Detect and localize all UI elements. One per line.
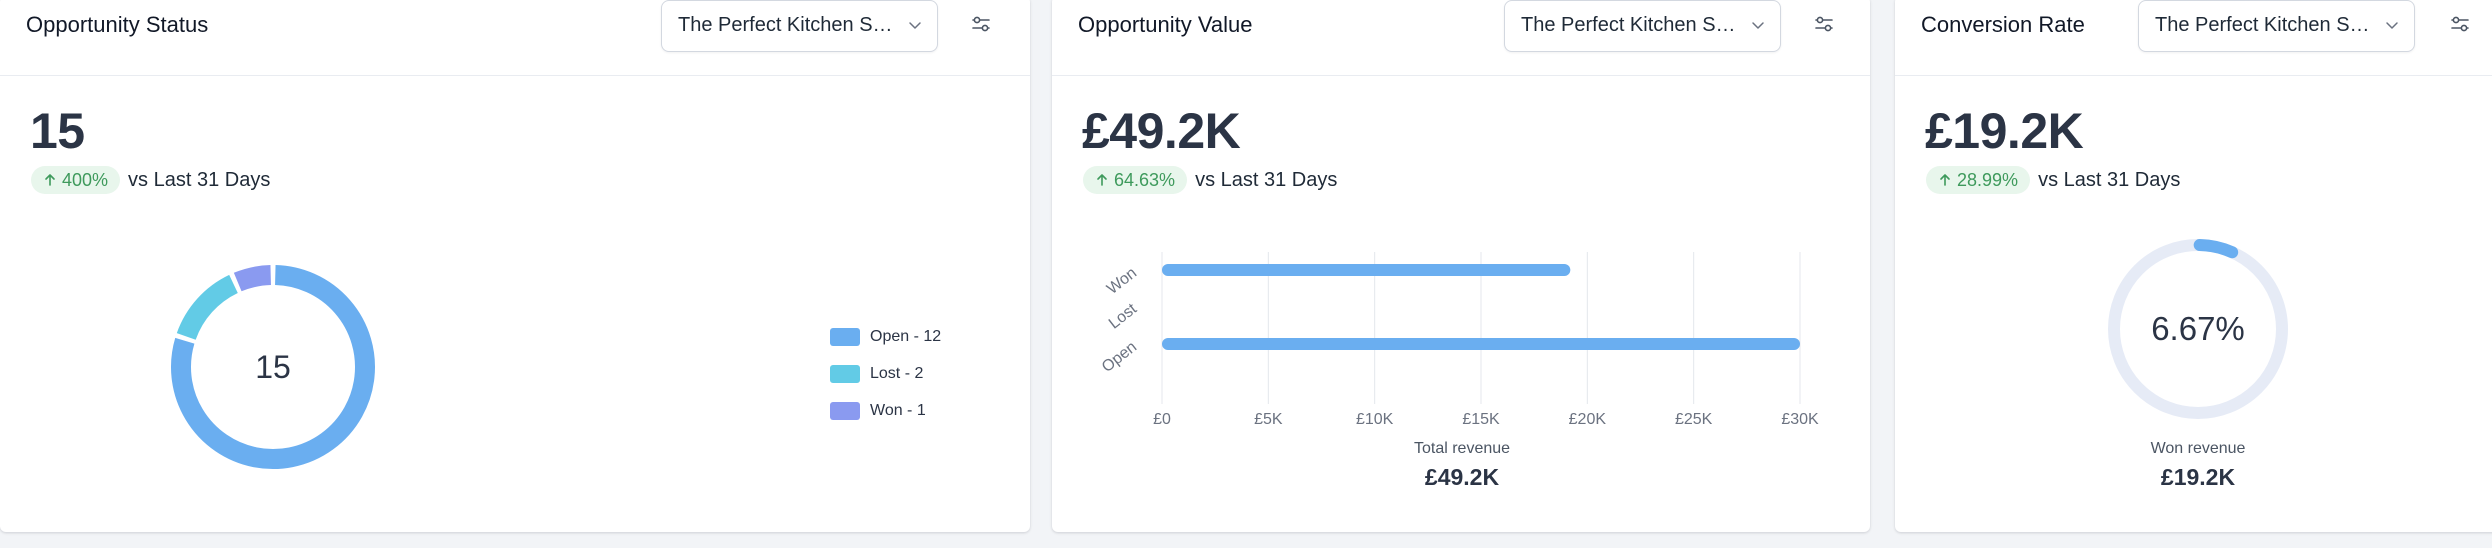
trend-percent: 400% [62, 170, 109, 190]
pipeline-dropdown-value: The Perfect Kitchen Sal... [1521, 14, 1748, 36]
gauge-progress-arc [2193, 239, 2239, 259]
donut-legend: Open - 12 Lost - 2 Won - 1 [830, 318, 941, 429]
card-title: Opportunity Value [1078, 12, 1253, 37]
trend-comparison: vs Last 31 Days [1195, 168, 1338, 191]
card-title: Opportunity Status [26, 12, 209, 37]
chevron-down-icon [2386, 22, 2398, 29]
pipeline-dropdown-value: The Perfect Kitchen Sal... [678, 14, 905, 36]
chevron-down-icon [909, 22, 921, 29]
trend-row: 64.63% vs Last 31 Days [1083, 166, 1337, 194]
y-category-label: Open [1099, 338, 1140, 375]
trend-percent: 64.63% [1114, 170, 1176, 190]
chevron-down-icon [1752, 22, 1764, 29]
gauge-center-value: 6.67% [2151, 310, 2245, 347]
x-tick-label: £5K [1254, 411, 1283, 428]
pipeline-dropdown[interactable]: The Perfect Kitchen Sal... [1504, 0, 1781, 52]
y-category-label: Won [1104, 264, 1140, 297]
summary-label: Total revenue [1413, 440, 1511, 457]
donut-slice-open[interactable] [171, 265, 375, 469]
x-tick-label: £25K [1675, 411, 1713, 428]
trend-badge: 400% [31, 166, 121, 194]
opportunity-value-total: £49.2K [1082, 103, 1241, 159]
trend-percent: 28.99% [1957, 170, 2019, 190]
trend-badge: 64.63% [1083, 166, 1188, 194]
legend-swatch [830, 401, 860, 420]
legend-label: Open - 12 [870, 327, 942, 345]
x-tick-label: £0 [1153, 411, 1171, 428]
legend-item-lost[interactable]: Lost - 2 [830, 355, 941, 392]
pipeline-dropdown-value: The Perfect Kitchen Sal... [2155, 14, 2382, 36]
summary-value: £19.2K [2160, 464, 2236, 490]
conversion-gauge-chart [2108, 239, 2288, 419]
trend-row: 400% vs Last 31 Days [31, 166, 270, 194]
legend-item-won[interactable]: Won - 1 [830, 392, 941, 429]
conversion-rate-card: Conversion Rate The Perfect Kitchen Sal.… [1895, 0, 2492, 532]
x-tick-label: £20K [1569, 411, 1607, 428]
opportunity-value-card: Opportunity Value The Perfect Kitchen Sa… [1052, 0, 1870, 532]
legend-label: Lost - 2 [870, 364, 924, 382]
card-header: Opportunity Status The Perfect Kitchen S… [0, 0, 1030, 76]
opportunity-status-card: Opportunity Status The Perfect Kitchen S… [0, 0, 1030, 532]
summary-label: Won revenue [2150, 440, 2246, 457]
trend-row: 28.99% vs Last 31 Days [1926, 166, 2180, 194]
trend-comparison: vs Last 31 Days [2038, 168, 2181, 191]
legend-label: Won - 1 [870, 401, 926, 419]
donut-slice-won[interactable] [233, 265, 272, 292]
legend-item-open[interactable]: Open - 12 [830, 318, 941, 355]
donut-slice-lost[interactable] [176, 274, 239, 341]
y-category-label: Lost [1106, 300, 1141, 332]
x-tick-label: £30K [1781, 411, 1819, 428]
arrow-up-icon [45, 174, 55, 186]
filter-sliders-icon[interactable] [1812, 12, 1836, 36]
arrow-up-icon [1940, 174, 1950, 186]
won-revenue-summary: Won revenue £19.2K [2048, 440, 2348, 491]
x-tick-label: £15K [1462, 411, 1500, 428]
pipeline-dropdown[interactable]: The Perfect Kitchen Sal... [661, 0, 938, 52]
opportunity-count: 15 [30, 103, 85, 159]
status-donut-chart [171, 265, 375, 469]
filter-sliders-icon[interactable] [2448, 12, 2472, 36]
pipeline-dropdown[interactable]: The Perfect Kitchen Sal... [2138, 0, 2415, 52]
card-header: Conversion Rate The Perfect Kitchen Sal.… [1895, 0, 2492, 76]
x-tick-label: £10K [1356, 411, 1394, 428]
filter-sliders-icon[interactable] [969, 12, 993, 36]
total-revenue-summary: Total revenue £49.2K [1312, 440, 1612, 491]
summary-value: £49.2K [1424, 464, 1500, 490]
trend-badge: 28.99% [1926, 166, 2031, 194]
card-header: Opportunity Value The Perfect Kitchen Sa… [1052, 0, 1870, 76]
legend-swatch [830, 364, 860, 383]
arrow-up-icon [1097, 174, 1107, 186]
won-revenue-value: £19.2K [1925, 103, 2084, 159]
legend-swatch [830, 327, 860, 346]
donut-center-value: 15 [255, 348, 291, 385]
card-title: Conversion Rate [1921, 12, 2085, 37]
trend-comparison: vs Last 31 Days [128, 168, 271, 191]
